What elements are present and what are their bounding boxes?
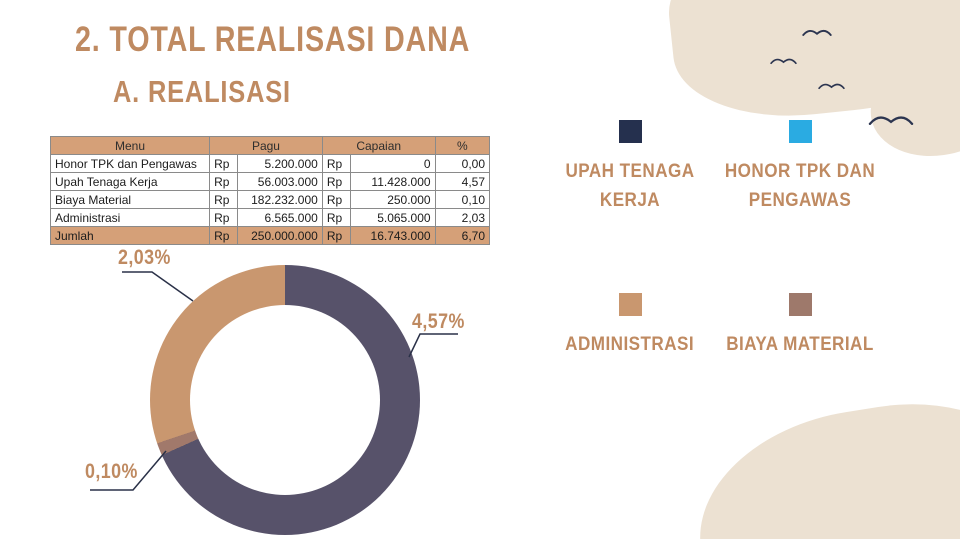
cell-currency: Rp [209, 190, 239, 209]
table-header-row: Menu Pagu Capaian % [49, 136, 491, 155]
cell-capaian: 11.428.000 [350, 172, 436, 191]
cell-menu: Administrasi [49, 208, 211, 227]
col-header-percent: % [434, 136, 491, 155]
callout-administrasi: 2,03% [118, 246, 171, 269]
bird-icon [818, 80, 845, 92]
cell-currency: Rp [321, 154, 352, 173]
slide-subtitle: A. REALISASI [113, 74, 291, 109]
cell-currency: Rp [209, 208, 239, 227]
legend-item-biaya-material: BIAYA MATERIAL [710, 293, 890, 360]
legend-item-honor-tpk: HONOR TPK DAN PENGAWAS [710, 120, 890, 215]
col-header-pagu: Pagu [209, 136, 323, 155]
legend-swatch [788, 120, 812, 143]
legend-item-upah-tenaga-kerja: UPAH TENAGA KERJA [540, 120, 720, 215]
col-header-menu: Menu [49, 136, 211, 155]
cell-menu: Honor TPK dan Pengawas [49, 154, 211, 173]
legend-label: BIAYA MATERIAL [726, 334, 874, 355]
cell-percent: 0,10 [434, 190, 491, 209]
cell-currency: Rp [209, 154, 239, 173]
table-row: Biaya Material Rp 182.232.000 Rp 250.000… [49, 190, 491, 209]
legend-swatch [618, 120, 642, 143]
cell-currency: Rp [321, 226, 352, 245]
cell-menu: Upah Tenaga Kerja [49, 172, 211, 191]
legend-label: ADMINISTRASI [565, 334, 695, 355]
cell-pagu: 56.003.000 [237, 172, 323, 191]
cell-capaian: 250.000 [350, 190, 436, 209]
table-row-total: Jumlah Rp 250.000.000 Rp 16.743.000 6,70 [49, 226, 491, 245]
legend-item-administrasi: ADMINISTRASI [540, 293, 720, 360]
chart-legend: UPAH TENAGA KERJA HONOR TPK DAN PENGAWAS… [520, 105, 950, 405]
cell-percent: 2,03 [434, 208, 491, 227]
cell-capaian: 5.065.000 [350, 208, 436, 227]
cell-percent: 4,57 [434, 172, 491, 191]
cell-capaian: 16.743.000 [350, 226, 436, 245]
table-row: Honor TPK dan Pengawas Rp 5.200.000 Rp 0… [49, 154, 491, 173]
table-row: Administrasi Rp 6.565.000 Rp 5.065.000 2… [49, 208, 491, 227]
cell-currency: Rp [321, 172, 352, 191]
cell-currency: Rp [209, 172, 239, 191]
table-row: Upah Tenaga Kerja Rp 56.003.000 Rp 11.42… [49, 172, 491, 191]
cell-pagu: 6.565.000 [237, 208, 323, 227]
legend-label: UPAH TENAGA KERJA [565, 161, 695, 211]
col-header-capaian: Capaian [321, 136, 436, 155]
bird-icon [770, 55, 797, 67]
legend-label: HONOR TPK DAN PENGAWAS [724, 161, 876, 211]
cell-currency: Rp [321, 208, 352, 227]
callout-lines [90, 271, 458, 491]
legend-swatch [788, 293, 812, 316]
cell-pagu: 5.200.000 [237, 154, 323, 173]
legend-swatch [618, 293, 642, 316]
cell-capaian: 0 [350, 154, 436, 173]
callout-biaya-material: 0,10% [85, 460, 138, 483]
realization-table: Menu Pagu Capaian % Honor TPK dan Pengaw… [49, 136, 491, 245]
cell-pagu: 182.232.000 [237, 190, 323, 209]
cell-menu: Biaya Material [49, 190, 211, 209]
cell-percent: 0,00 [434, 154, 491, 173]
bird-icon [802, 26, 832, 39]
cell-currency: Rp [321, 190, 352, 209]
cell-pagu: 250.000.000 [237, 226, 323, 245]
donut-chart: 2,03% 4,57% 0,10% [0, 230, 500, 539]
bird-icon [868, 110, 914, 130]
donut-hole [190, 305, 380, 495]
callout-upah-tenaga-kerja: 4,57% [412, 310, 465, 333]
cell-percent: 6,70 [434, 226, 491, 245]
corner-blob-bottom-right [683, 383, 960, 539]
slide-title: 2. TOTAL REALISASI DANA [75, 20, 471, 59]
cell-currency: Rp [209, 226, 239, 245]
cell-menu: Jumlah [49, 226, 211, 245]
